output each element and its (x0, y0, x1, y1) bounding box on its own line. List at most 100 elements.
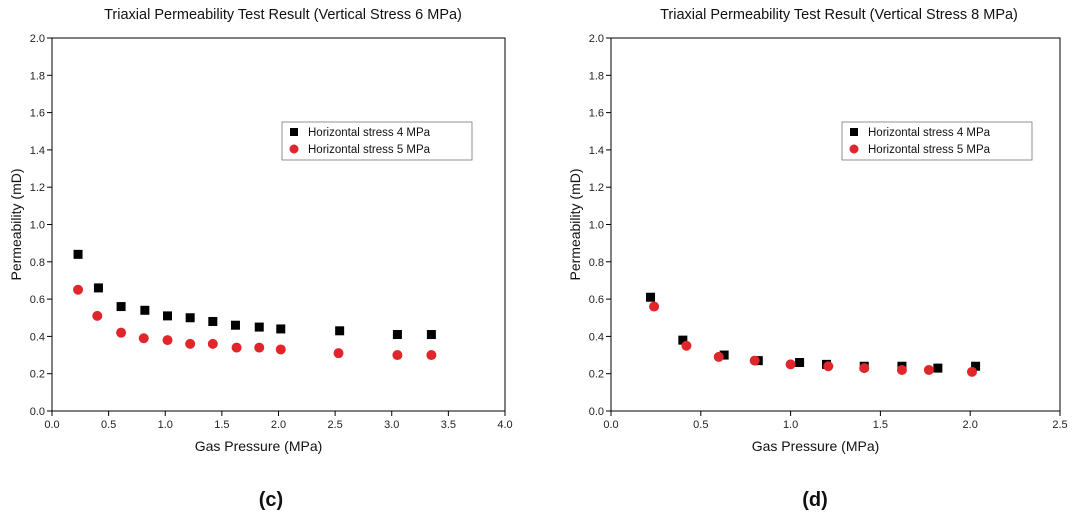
chart-panel-1: Triaxial Permeability Test Result (Verti… (567, 7, 1068, 511)
data-point-circle (749, 355, 760, 366)
data-point-circle (207, 338, 218, 349)
data-point-circle (254, 342, 265, 353)
legend-marker-circle (289, 144, 299, 154)
data-point-circle (859, 363, 870, 374)
data-point-circle (649, 301, 660, 312)
x-tick-label: 2.5 (1052, 419, 1067, 431)
y-tick-label: 0.8 (30, 257, 45, 269)
data-point-circle (681, 340, 692, 351)
x-axis-label: Gas Pressure (MPa) (752, 438, 880, 454)
y-tick-label: 1.2 (589, 182, 604, 194)
y-tick-label: 2.0 (589, 33, 604, 45)
data-point-square (426, 330, 436, 340)
y-tick-label: 0.4 (30, 331, 45, 343)
panel-caption: (d) (802, 489, 828, 511)
y-tick-label: 0.2 (30, 369, 45, 381)
x-tick-label: 2.0 (271, 419, 286, 431)
data-point-circle (426, 350, 437, 361)
legend: Horizontal stress 4 MPa Horizontal stress… (841, 121, 1033, 161)
legend-label: Horizontal stress 5 MPa (308, 144, 431, 156)
y-tick-label: 1.0 (30, 220, 45, 232)
legend-label: Horizontal stress 4 MPa (308, 127, 431, 139)
data-point-square (646, 292, 656, 302)
data-point-circle (896, 364, 907, 375)
chart-panel-0: Triaxial Permeability Test Result (Verti… (8, 7, 513, 511)
x-axis-label: Gas Pressure (MPa) (195, 438, 323, 454)
data-point-circle (73, 284, 84, 295)
data-point-circle (162, 335, 173, 346)
data-point-square (230, 320, 240, 330)
y-tick-label: 1.4 (30, 145, 45, 157)
x-tick-label: 1.0 (783, 419, 798, 431)
data-point-square (185, 313, 195, 323)
x-tick-label: 1.5 (214, 419, 229, 431)
data-point-square (335, 326, 345, 336)
y-tick-label: 1.8 (30, 70, 45, 82)
data-point-square (73, 249, 83, 259)
legend-box (841, 121, 1033, 161)
panel-caption: (c) (259, 489, 283, 511)
y-tick-label: 1.6 (30, 108, 45, 120)
legend-marker-circle (849, 144, 859, 154)
chart-title: Triaxial Permeability Test Result (Verti… (104, 7, 462, 23)
chart-title: Triaxial Permeability Test Result (Verti… (660, 7, 1018, 23)
y-tick-label: 1.4 (589, 145, 604, 157)
data-point-square (276, 324, 286, 334)
data-point-circle (92, 310, 103, 321)
data-point-circle (333, 348, 344, 359)
x-tick-label: 1.0 (158, 419, 173, 431)
legend-label: Horizontal stress 4 MPa (868, 127, 991, 139)
legend-marker-square (850, 128, 858, 136)
plot-frame (51, 37, 506, 412)
y-tick-label: 2.0 (30, 33, 45, 45)
legend-marker-square (290, 128, 298, 136)
y-tick-label: 0.0 (30, 406, 45, 418)
plot-frame (610, 37, 1061, 412)
y-axis-label: Permeability (mD) (8, 168, 24, 280)
y-tick-label: 0.6 (30, 294, 45, 306)
data-point-circle (713, 351, 724, 362)
y-tick-label: 1.2 (30, 182, 45, 194)
data-point-circle (785, 359, 796, 370)
y-tick-label: 1.6 (589, 108, 604, 120)
x-tick-label: 3.5 (441, 419, 456, 431)
legend-label: Horizontal stress 5 MPa (868, 144, 991, 156)
x-tick-label: 2.5 (327, 419, 342, 431)
x-tick-label: 0.0 (44, 419, 59, 431)
data-point-circle (185, 338, 196, 349)
data-point-circle (392, 350, 403, 361)
x-tick-label: 0.5 (693, 419, 708, 431)
y-tick-label: 0.0 (589, 406, 604, 418)
y-tick-label: 0.4 (589, 331, 604, 343)
x-tick-label: 1.5 (873, 419, 888, 431)
y-tick-label: 1.0 (589, 220, 604, 232)
data-point-square (116, 302, 126, 312)
data-point-circle (966, 366, 977, 377)
x-tick-label: 0.5 (101, 419, 116, 431)
data-point-circle (231, 342, 242, 353)
data-point-square (140, 305, 150, 315)
data-point-square (93, 283, 103, 293)
y-tick-label: 0.2 (589, 369, 604, 381)
data-point-circle (923, 364, 934, 375)
y-tick-label: 0.8 (589, 257, 604, 269)
y-tick-label: 1.8 (589, 70, 604, 82)
data-point-square (971, 361, 981, 371)
x-tick-label: 4.0 (497, 419, 512, 431)
data-point-circle (823, 361, 834, 372)
data-point-circle (138, 333, 149, 344)
x-tick-label: 0.0 (603, 419, 618, 431)
data-point-square (392, 330, 402, 340)
data-point-circle (116, 327, 127, 338)
data-point-square (719, 350, 729, 360)
x-tick-label: 2.0 (963, 419, 978, 431)
data-point-square (795, 358, 805, 368)
legend-box (281, 121, 473, 161)
x-tick-label: 3.0 (384, 419, 399, 431)
data-point-circle (275, 344, 286, 355)
y-axis-label: Permeability (mD) (567, 168, 583, 280)
data-point-square (163, 311, 173, 321)
data-point-square (678, 335, 688, 345)
legend: Horizontal stress 4 MPa Horizontal stress… (281, 121, 473, 161)
